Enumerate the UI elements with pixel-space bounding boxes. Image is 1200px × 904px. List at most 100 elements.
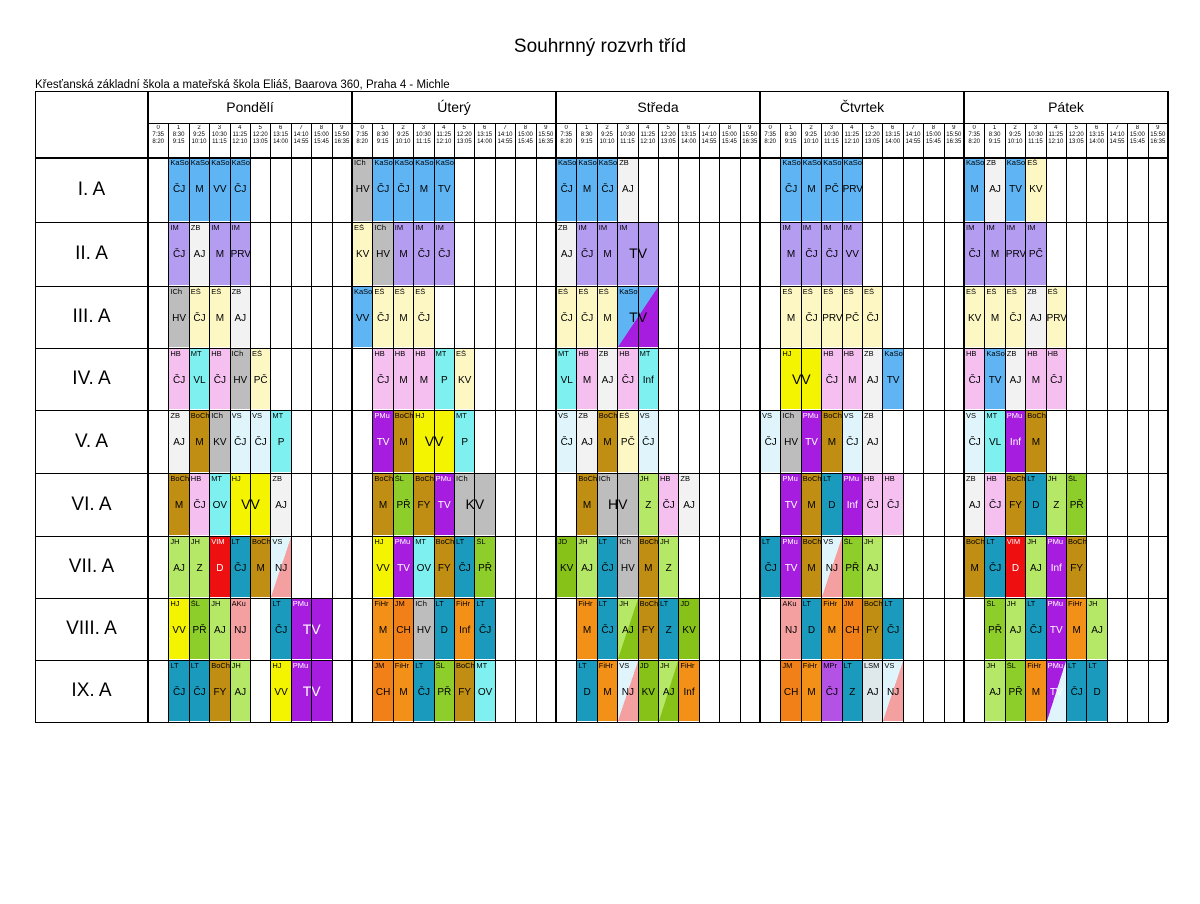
lesson-cell[interactable]: KaSo PČ (822, 158, 842, 221)
lesson-cell[interactable]: FiHr M (1026, 661, 1046, 721)
lesson-cell[interactable]: BoCh FY (863, 599, 883, 659)
lesson-cell[interactable]: ICh HV (230, 349, 250, 409)
lesson-cell[interactable]: EŠ PČ (618, 411, 638, 472)
lesson-cell[interactable]: JD KV (557, 537, 577, 597)
lesson-cell[interactable]: ICh HV (353, 158, 373, 221)
lesson-cell[interactable]: EŠ M (781, 287, 801, 347)
lesson-cell[interactable]: LT ČJ (230, 537, 250, 597)
lesson-cell[interactable]: LT ČJ (414, 661, 434, 721)
lesson-cell[interactable]: IM M (393, 223, 414, 285)
lesson-cell[interactable]: LT ČJ (455, 537, 475, 597)
lesson-cell[interactable]: IM VV (842, 223, 862, 285)
lesson-cell[interactable]: JH AJ (659, 661, 679, 721)
lesson-cell[interactable]: ICh HV (781, 411, 801, 472)
lesson-cell[interactable]: KaSo TV (1005, 158, 1026, 221)
lesson-cell[interactable]: LT ČJ (189, 661, 210, 721)
lesson-cell[interactable]: FiHr M (1067, 599, 1087, 659)
lesson-cell[interactable]: HJ VV (271, 661, 291, 721)
lesson-cell[interactable]: JH AJ (577, 537, 597, 597)
lesson-cell[interactable]: BoCh M (251, 537, 271, 597)
lesson-cell[interactable]: JH AJ (210, 599, 230, 659)
lesson-cell[interactable]: IM ČJ (822, 223, 842, 285)
lesson-cell[interactable]: MT VL (557, 349, 577, 409)
lesson-cell[interactable]: ICh HV (169, 287, 189, 347)
lesson-cell[interactable]: HB ČJ (985, 474, 1005, 535)
lesson-cell[interactable]: PMu TV (1046, 599, 1066, 659)
lesson-cell[interactable]: LT ČJ (761, 537, 781, 597)
lesson-cell[interactable]: IM ČJ (965, 223, 985, 285)
lesson-cell[interactable]: FiHr M (577, 599, 597, 659)
lesson-cell[interactable]: ZB AJ (271, 474, 291, 535)
lesson-cell[interactable]: PMu TV (801, 411, 822, 472)
lesson-cell[interactable]: KaSo ČJ (781, 158, 801, 221)
lesson-cell[interactable]: LT D (1026, 474, 1046, 535)
lesson-cell[interactable]: ICh HV (373, 223, 393, 285)
lesson-cell[interactable]: FiHr M (597, 661, 618, 721)
lesson-cell[interactable]: VS NJ (618, 661, 638, 721)
lesson-cell[interactable]: ZB AJ (230, 287, 250, 347)
lesson-cell[interactable]: KaSo VV (210, 158, 230, 221)
lesson-cell[interactable]: JH AJ (169, 537, 189, 597)
lesson-cell[interactable]: KaSo VV (353, 287, 373, 347)
lesson-cell[interactable]: LT D (577, 661, 597, 721)
lesson-cell[interactable]: JH Z (659, 537, 679, 597)
lesson-cell[interactable]: BoCh M (965, 537, 985, 597)
lesson-cell[interactable]: EŠ ČJ (414, 287, 434, 347)
lesson-cell[interactable]: LT ČJ (1026, 599, 1046, 659)
lesson-cell[interactable]: BoCh M (822, 411, 842, 472)
lesson-cell[interactable]: HB ČJ (210, 349, 230, 409)
lesson-cell[interactable]: BoCh M (373, 474, 393, 535)
lesson-cell[interactable]: PMu TV (373, 411, 393, 472)
lesson-cell[interactable]: KaSo M (965, 158, 985, 221)
lesson-cell[interactable]: IM M (597, 223, 618, 285)
lesson-cell[interactable]: ŠL PŘ (1005, 661, 1026, 721)
lesson-cell[interactable]: ZB AJ (863, 349, 883, 409)
lesson-cell[interactable]: EŠ ČJ (557, 287, 577, 347)
lesson-cell[interactable]: ŠL PŘ (434, 661, 454, 721)
lesson-cell[interactable]: KaSo M (577, 158, 597, 221)
lesson-cell[interactable]: EŠ M (393, 287, 414, 347)
lesson-cell[interactable]: KaSo ČJ (230, 158, 250, 221)
lesson-cell[interactable]: AKu NJ (781, 599, 801, 659)
lesson-cell[interactable]: HB ČJ (1046, 349, 1066, 409)
lesson-cell[interactable]: KaSo TV (883, 349, 903, 409)
lesson-cell[interactable]: ZB AJ (169, 411, 189, 472)
lesson-cell[interactable]: IM PČ (1026, 223, 1046, 285)
lesson-cell[interactable]: BoCh M (597, 411, 618, 472)
lesson-cell[interactable]: PMu TV (393, 537, 414, 597)
lesson-cell[interactable]: JH AJ (1026, 537, 1046, 597)
lesson-cell[interactable]: ŠL PŘ (1067, 474, 1087, 535)
lesson-cell[interactable]: ZB AJ (965, 474, 985, 535)
lesson-cell[interactable]: JH Z (189, 537, 210, 597)
lesson-cell[interactable]: IM ČJ (801, 223, 822, 285)
lesson-cell[interactable]: IM PRV (230, 223, 250, 285)
lesson-cell[interactable]: VS NJ (883, 661, 903, 721)
lesson-cell[interactable]: LT D (801, 599, 822, 659)
lesson-cell[interactable]: HB ČJ (189, 474, 210, 535)
lesson-cell[interactable]: LT ČJ (1067, 661, 1087, 721)
lesson-cell[interactable]: EŠ ČJ (863, 287, 883, 347)
lesson-cell[interactable]: BoCh M (169, 474, 189, 535)
lesson-cell[interactable]: PMu Inf (1046, 537, 1066, 597)
lesson-cell[interactable]: VIM D (210, 537, 230, 597)
lesson-cell[interactable]: EŠ ČJ (373, 287, 393, 347)
lesson-cell[interactable]: KaSo M (189, 158, 210, 221)
lesson-cell[interactable]: HB M (842, 349, 862, 409)
lesson-cell[interactable]: BoCh FY (434, 537, 454, 597)
lesson-cell[interactable]: MT VL (189, 349, 210, 409)
lesson-cell[interactable]: FiHr M (393, 661, 414, 721)
lesson-cell[interactable]: EŠ ČJ (801, 287, 822, 347)
lesson-cell[interactable]: HB M (414, 349, 434, 409)
lesson-cell[interactable]: LSM AJ (863, 661, 883, 721)
lesson-cell[interactable]: EŠ KV (353, 223, 373, 285)
lesson-cell[interactable]: MT OV (475, 661, 495, 721)
lesson-cell[interactable]: HB ČJ (822, 349, 842, 409)
lesson-cell[interactable]: BoCh M (393, 411, 414, 472)
lesson-cell[interactable]: MT VL (985, 411, 1005, 472)
lesson-cell[interactable]: JH AJ (985, 661, 1005, 721)
lesson-cell[interactable]: VS NJ (822, 537, 842, 597)
lesson-cell[interactable]: LT ČJ (475, 599, 495, 659)
lesson-cell[interactable]: PMu Inf (1005, 411, 1026, 472)
lesson-cell[interactable]: JM CH (842, 599, 862, 659)
lesson-cell[interactable]: JH AJ (1005, 599, 1026, 659)
